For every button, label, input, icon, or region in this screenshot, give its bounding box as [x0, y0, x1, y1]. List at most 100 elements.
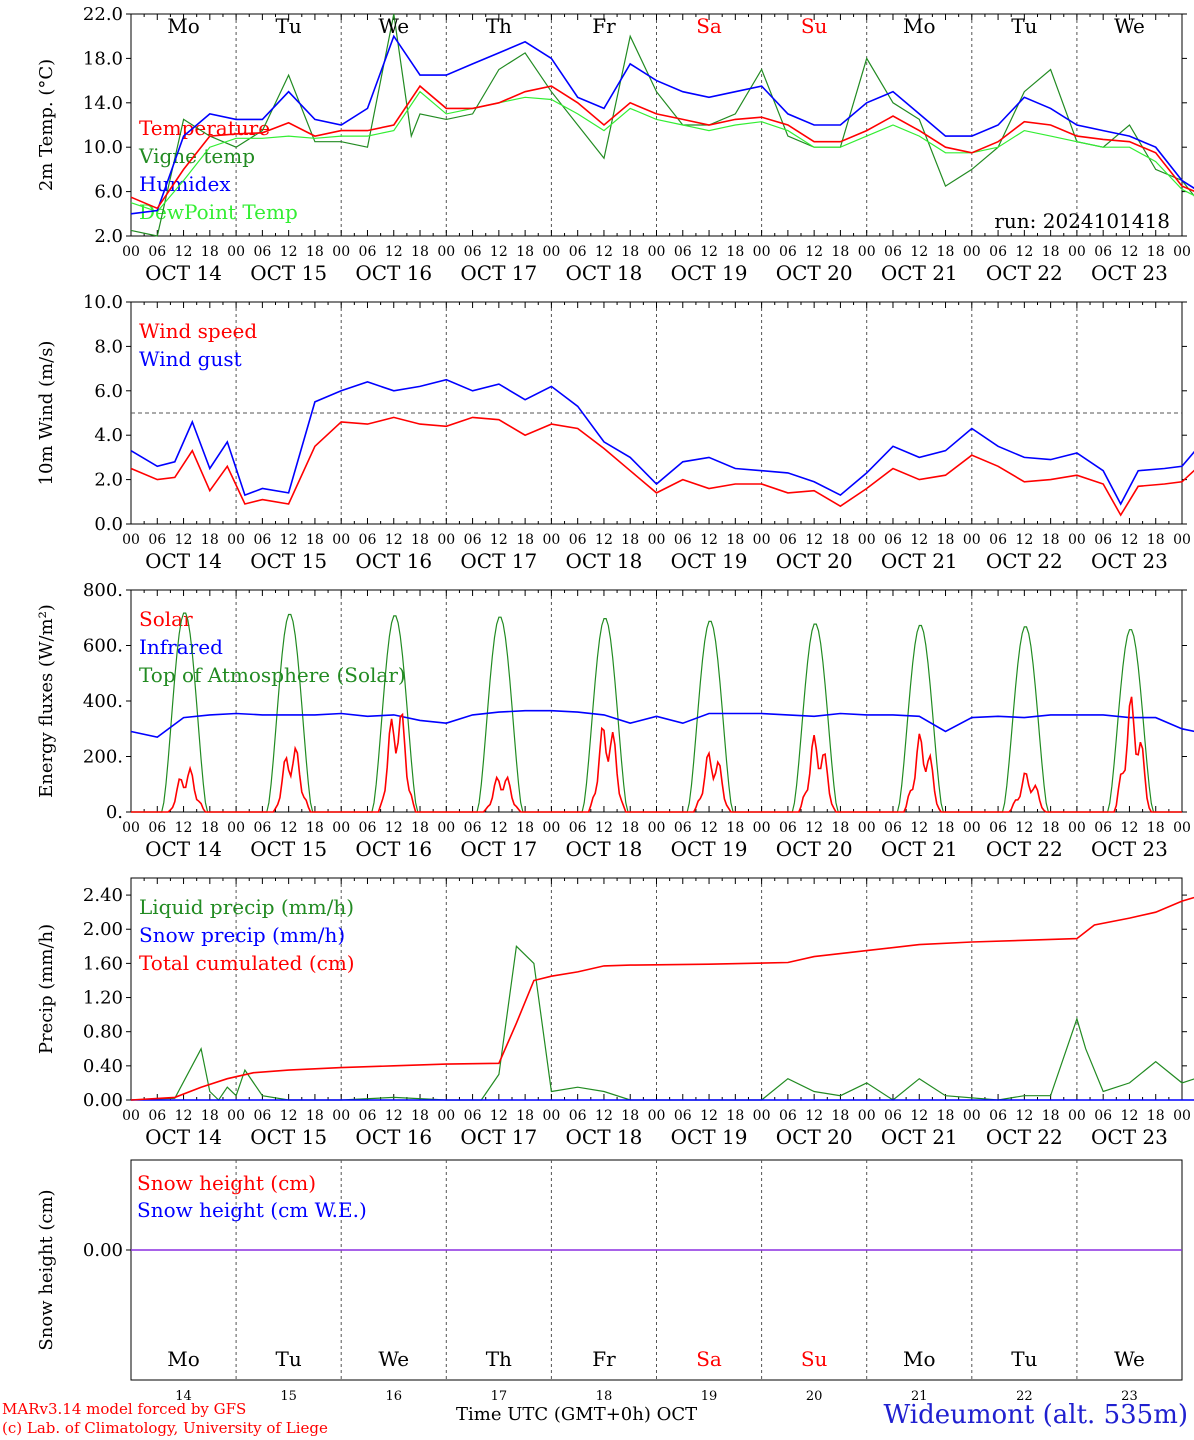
date-label: OCT 18	[566, 837, 643, 861]
day-number: 23	[1121, 1389, 1138, 1404]
date-label: OCT 23	[1091, 549, 1168, 573]
hour-tick-label: 12	[700, 1108, 718, 1124]
y-tick-label: 1.20	[83, 988, 123, 1009]
weekday-label: We	[378, 1347, 409, 1371]
hour-tick-label: 00	[542, 532, 560, 548]
hour-tick-label: 00	[963, 532, 981, 548]
series-line	[130, 84, 1194, 210]
panel-4: 0.00 0.40 0.80 1.20 1.60 2.00 2.40 Precip (mm/h…	[36, 877, 1191, 1149]
hour-tick-label: 00	[858, 244, 876, 260]
hour-tick-label: 00	[963, 244, 981, 260]
hour-tick-label: 06	[148, 1108, 166, 1124]
hour-tick-label: 00	[227, 244, 245, 260]
weekday-label: Tu	[1011, 1347, 1037, 1371]
date-label: OCT 15	[250, 261, 327, 285]
hour-tick-label: 06	[359, 1108, 377, 1124]
hour-tick-label: 00	[227, 1108, 245, 1124]
hour-tick-label: 18	[1147, 1108, 1165, 1124]
hour-tick-label: 12	[805, 244, 823, 260]
weekday-label: Mo	[903, 1347, 936, 1371]
day-number: 18	[596, 1389, 613, 1404]
hour-tick-label: 06	[779, 532, 797, 548]
hour-tick-label: 06	[989, 244, 1007, 260]
hour-tick-label: 00	[227, 820, 245, 836]
hour-tick-label: 18	[201, 244, 219, 260]
series-line	[130, 896, 1194, 1101]
date-label: OCT 21	[881, 837, 958, 861]
hour-tick-label: 06	[989, 1108, 1007, 1124]
hour-tick-label: 00	[858, 1108, 876, 1124]
hour-tick-label: 18	[411, 532, 429, 548]
weekday-label: We	[378, 14, 409, 38]
hour-tick-label: 12	[910, 1108, 928, 1124]
hour-tick-label: 12	[280, 1108, 298, 1124]
hour-tick-label: 12	[490, 532, 508, 548]
day-number: 15	[280, 1389, 297, 1404]
hour-tick-label: 00	[963, 820, 981, 836]
hour-tick-label: 12	[385, 820, 403, 836]
hour-tick-label: 00	[542, 244, 560, 260]
series-line	[130, 34, 1194, 215]
y-axis-label: Energy fluxes (W/m²)	[36, 604, 57, 798]
date-label: OCT 17	[460, 837, 537, 861]
hour-tick-label: 06	[779, 1108, 797, 1124]
hour-tick-label: 06	[148, 244, 166, 260]
hour-tick-label: 06	[1094, 1108, 1112, 1124]
hour-tick-label: 00	[122, 532, 140, 548]
date-label: OCT 17	[460, 549, 537, 573]
hour-tick-label: 18	[1042, 244, 1060, 260]
hour-tick-label: 00	[648, 532, 666, 548]
hour-tick-label: 00	[542, 1108, 560, 1124]
hour-tick-label: 00	[1068, 244, 1086, 260]
run-label: run: 2024101418	[994, 209, 1170, 233]
hour-tick-label: 06	[884, 532, 902, 548]
date-label: OCT 19	[671, 1125, 748, 1149]
date-label: OCT 16	[355, 549, 432, 573]
hour-tick-label: 06	[1094, 532, 1112, 548]
hour-tick-label: 12	[1015, 244, 1033, 260]
y-tick-label: 10.0	[83, 137, 123, 158]
hour-tick-label: 12	[1121, 532, 1139, 548]
panel-3: 0. 200. 400. 600. 800. Energy fluxes (W/m²) So…	[36, 580, 1191, 861]
hour-tick-label: 18	[201, 820, 219, 836]
hour-tick-label: 06	[779, 820, 797, 836]
hour-tick-label: 12	[595, 820, 613, 836]
hour-tick-label: 00	[227, 532, 245, 548]
hour-tick-label: 12	[385, 532, 403, 548]
date-label: OCT 17	[460, 261, 537, 285]
hour-tick-label: 06	[359, 244, 377, 260]
legend-entry: Total cumulated (cm)	[139, 951, 355, 975]
panel-1: 2.06.010.014.018.022.02m Temp. (°C) Tempe…	[36, 4, 1191, 285]
date-label: OCT 23	[1091, 261, 1168, 285]
hour-tick-label: 12	[805, 1108, 823, 1124]
hour-tick-label: 06	[674, 532, 692, 548]
date-label: OCT 21	[881, 1125, 958, 1149]
hour-tick-label: 06	[253, 820, 271, 836]
hour-tick-label: 18	[726, 820, 744, 836]
date-label: OCT 15	[250, 1125, 327, 1149]
hour-tick-label: 00	[1068, 532, 1086, 548]
date-label: OCT 22	[986, 1125, 1063, 1149]
date-label: OCT 20	[776, 549, 853, 573]
hour-tick-label: 12	[490, 244, 508, 260]
y-tick-label: 22.0	[83, 4, 123, 25]
date-label: OCT 20	[776, 1125, 853, 1149]
legend-entry: Top of Atmosphere (Solar)	[139, 663, 406, 687]
hour-tick-label: 12	[175, 1108, 193, 1124]
hour-tick-label: 00	[437, 244, 455, 260]
legend-entry: DewPoint Temp	[139, 200, 298, 224]
y-tick-label: 6.0	[94, 182, 123, 203]
y-tick-label: 2.0	[94, 470, 123, 491]
hour-tick-label: 00	[858, 820, 876, 836]
weekday-label: Tu	[276, 14, 302, 38]
date-label: OCT 19	[671, 549, 748, 573]
y-tick-label: 2.00	[83, 919, 123, 940]
hour-tick-label: 12	[490, 820, 508, 836]
hour-tick-label: 18	[937, 532, 955, 548]
y-tick-label: 2.40	[83, 885, 123, 906]
hour-tick-label: 18	[1147, 532, 1165, 548]
weekday-label: We	[1114, 1347, 1145, 1371]
weekday-label: Th	[486, 1347, 512, 1371]
hour-tick-label: 00	[332, 820, 350, 836]
